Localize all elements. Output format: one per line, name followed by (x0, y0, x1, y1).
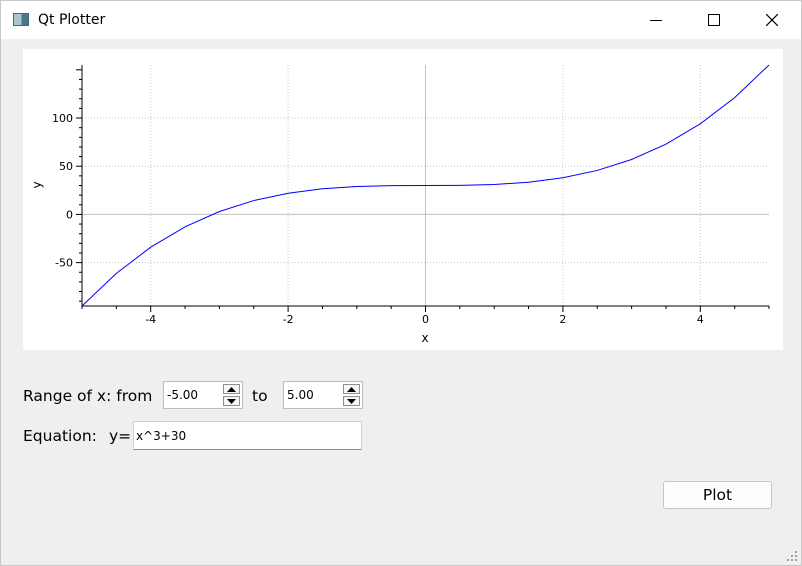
equation-input[interactable]: x^3+30 (133, 421, 362, 450)
plot-button[interactable]: Plot (663, 481, 772, 509)
function-curve (81, 64, 770, 307)
x-to-increment-button[interactable] (343, 384, 360, 394)
range-label: Range of x: from (23, 387, 153, 405)
x-to-spinbox[interactable]: 5.00 (283, 381, 363, 409)
app-icon (13, 13, 29, 26)
plot-area[interactable]: -4 -2 0 2 4 -50 0 50 100 x y (23, 49, 783, 350)
maximize-icon (708, 14, 720, 26)
x-from-decrement-button[interactable] (223, 396, 240, 406)
x-tick-label: 4 (697, 313, 704, 326)
minimize-button[interactable] (633, 1, 679, 39)
y-axis-label: y (30, 181, 44, 188)
equation-value: x^3+30 (136, 429, 187, 443)
x-tick-label: 0 (422, 313, 429, 326)
size-grip-icon[interactable] (787, 551, 799, 563)
equation-label: Equation: (23, 427, 97, 445)
x-tick-label: 2 (559, 313, 566, 326)
x-axis-label: x (421, 331, 428, 345)
triangle-down-icon (227, 398, 236, 404)
triangle-up-icon (227, 386, 236, 392)
y-tick-label: -50 (55, 257, 73, 270)
x-from-increment-button[interactable] (223, 384, 240, 394)
to-label: to (252, 387, 268, 405)
maximize-button[interactable] (691, 1, 737, 39)
x-from-value: -5.00 (167, 388, 199, 402)
y-tick-label: 50 (59, 160, 73, 173)
y-equals-label: y= (109, 427, 132, 445)
title-bar[interactable]: Qt Plotter (1, 1, 801, 39)
x-tick-label: -2 (283, 313, 294, 326)
plot-chart: -4 -2 0 2 4 -50 0 50 100 x y (30, 64, 770, 345)
x-from-spinbox[interactable]: -5.00 (163, 381, 243, 409)
x-tick-label: -4 (145, 313, 156, 326)
triangle-up-icon (347, 386, 356, 392)
y-tick-label: 100 (52, 112, 73, 125)
window-title: Qt Plotter (38, 12, 106, 28)
plot-axes (76, 65, 770, 312)
x-to-decrement-button[interactable] (343, 396, 360, 406)
close-icon (766, 14, 778, 26)
close-button[interactable] (749, 1, 795, 39)
plot-labels: -4 -2 0 2 4 -50 0 50 100 (52, 112, 704, 326)
triangle-down-icon (347, 398, 356, 404)
minimize-icon (650, 20, 662, 21)
y-tick-label: 0 (66, 208, 73, 221)
x-to-value: 5.00 (287, 388, 314, 402)
plot-grid (82, 65, 769, 306)
